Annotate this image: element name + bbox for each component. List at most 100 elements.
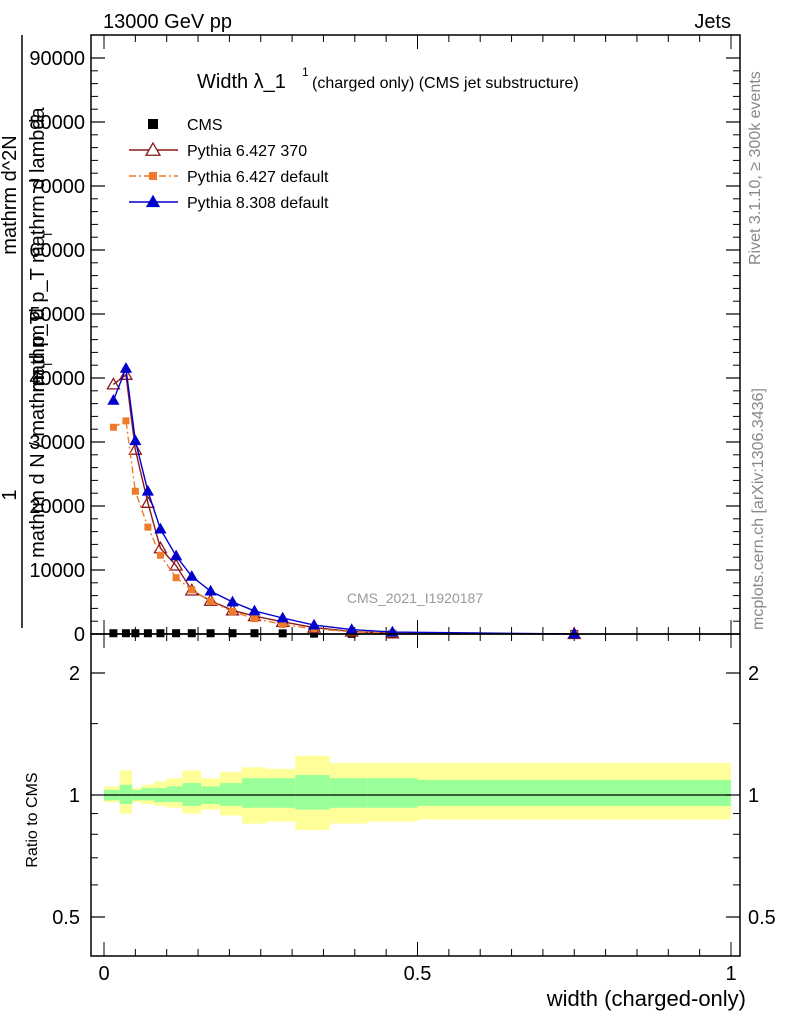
- cms-data-point: [143, 629, 152, 638]
- process-label: Jets: [694, 11, 731, 33]
- legend-label: Pythia 8.308 default: [187, 195, 329, 212]
- title-subtitle: (charged only) (CMS jet substructure): [312, 75, 579, 92]
- ratio-stat-band: [295, 775, 330, 810]
- pythia8-point: [185, 570, 198, 581]
- legend-marker-open-triangle: [144, 141, 162, 156]
- energy-label: 13000 GeV pp: [103, 11, 232, 33]
- ratio-stat-band: [166, 786, 183, 803]
- legend-marker-cms: [148, 119, 158, 129]
- pythia6-default-point: [144, 523, 152, 531]
- ratio-y-tick-label-left: 2: [69, 663, 80, 685]
- pythia6-370-point: [168, 558, 184, 571]
- ratio-y-tick-label-right: 1: [748, 785, 759, 807]
- ylabel-line-4: mathrm d p_T mathrm d lambda: [27, 106, 49, 392]
- ratio-y-tick-label-left: 0.5: [52, 907, 80, 929]
- cms-data-point: [131, 629, 140, 638]
- rivet-version-label: Rivet 3.1.10, ≥ 300k events: [747, 71, 764, 265]
- legend-marker-small-square: [149, 172, 157, 180]
- pythia8-point: [169, 549, 183, 561]
- ratio-y-tick-label-right: 2: [748, 663, 759, 685]
- source-label: mcplots.cern.ch [arXiv:1306.3436]: [750, 388, 767, 630]
- pythia6-default-point: [172, 574, 180, 582]
- ratio-y-tick-label-right: 0.5: [748, 907, 776, 929]
- pythia6-default-point: [188, 586, 196, 594]
- y-tick-label: 80000: [29, 112, 85, 134]
- main-axis-ticks: 0 10000 20000 30000 40000 50000 60000 70000 8000…: [29, 35, 740, 985]
- y-tick-label: 10000: [29, 560, 85, 582]
- pythia8-point: [141, 484, 155, 496]
- pythia6-default-point: [131, 487, 139, 495]
- analysis-label: CMS_2021_I1920187: [347, 590, 483, 606]
- cms-data-point: [187, 629, 196, 638]
- main-series-layer: [106, 362, 582, 640]
- pythia8-point: [307, 618, 321, 630]
- ratio-stat-band: [141, 788, 155, 801]
- legend-label: Pythia 6.427 default: [187, 169, 329, 186]
- pythia8-point: [276, 611, 289, 623]
- pythia8-point: [107, 394, 120, 405]
- cms-data-point: [121, 629, 130, 638]
- pythia8-point: [248, 604, 261, 616]
- pythia6-default-point: [207, 597, 215, 605]
- legend: CMS Pythia 6.427 370 Pythia 6.427 default P…: [129, 117, 329, 212]
- pythia8-point: [226, 595, 239, 607]
- x-tick-label: 0: [98, 963, 109, 985]
- ylabel-line-3: mathrm d^2N: [0, 135, 21, 254]
- main-y-axis-label: 1 mathrm d N / mathrm d p_T mathrm d^2N …: [0, 35, 55, 628]
- ylabel-sub-2: T: [41, 230, 55, 238]
- ratio-stat-band: [119, 784, 133, 805]
- series-line-1: [112, 373, 575, 635]
- pythia6-default-point: [279, 620, 287, 628]
- cms-data-point: [250, 629, 259, 638]
- cms-data-point: [228, 629, 237, 638]
- y-tick-label: 70000: [29, 176, 85, 198]
- ylabel-sub-1: T: [41, 360, 55, 368]
- pythia8-point: [154, 522, 167, 534]
- cms-data-point: [156, 629, 165, 638]
- y-tick-label: 0: [74, 624, 85, 646]
- series-line-2: [113, 419, 575, 635]
- legend-label: Pythia 6.427 370: [187, 143, 307, 160]
- pythia6-default-point: [122, 417, 130, 425]
- x-tick-label: 0.5: [404, 963, 432, 985]
- y-tick-label: 50000: [29, 304, 85, 326]
- pythia8-point: [119, 362, 133, 373]
- ratio-stat-band: [329, 778, 368, 808]
- y-tick-label: 60000: [29, 240, 85, 262]
- pythia6-default-point: [229, 608, 237, 616]
- y-tick-label: 40000: [29, 368, 85, 390]
- y-tick-label: 90000: [29, 48, 85, 70]
- pythia8-point: [129, 434, 142, 446]
- series-line-3: [112, 368, 575, 635]
- pythia6-370-point: [128, 442, 143, 455]
- pythia6-default-point: [109, 423, 117, 431]
- ratio-y-axis-label: Ratio to CMS: [24, 772, 41, 867]
- ratio-axis-ticks: 0.5 0.5 1 1 2 2: [52, 663, 776, 929]
- pythia8-point: [204, 584, 217, 596]
- y-tick-label: 20000: [29, 496, 85, 518]
- cms-data-point: [172, 629, 181, 638]
- title-superscript: 1: [302, 65, 309, 79]
- x-tick-label: 1: [725, 963, 736, 985]
- ylabel-line-2: mathrm d N / mathrm d p_T: [27, 312, 49, 558]
- ratio-bands-layer: [104, 755, 731, 830]
- ratio-stat-band: [241, 778, 268, 808]
- ratio-y-tick-label-left: 1: [69, 785, 80, 807]
- ratio-stat-band: [367, 778, 418, 808]
- title-main: Width λ_1: [197, 71, 286, 93]
- ratio-stat-band: [417, 779, 731, 806]
- y-tick-label: 30000: [29, 432, 85, 454]
- pythia6-370-point: [118, 367, 134, 380]
- legend-marker-filled-triangle: [145, 194, 161, 208]
- pythia6-default-point: [250, 615, 258, 623]
- cms-data-point: [206, 629, 215, 638]
- pythia6-370-point: [106, 377, 121, 390]
- ratio-stat-band: [267, 778, 296, 808]
- cms-data-point: [109, 629, 118, 638]
- legend-label: CMS: [187, 117, 223, 134]
- ylabel-line-1: 1: [0, 489, 21, 500]
- x-axis-label: width (charged-only): [546, 986, 746, 1011]
- ratio-frame: [90, 633, 741, 957]
- pythia6-default-point: [156, 551, 164, 559]
